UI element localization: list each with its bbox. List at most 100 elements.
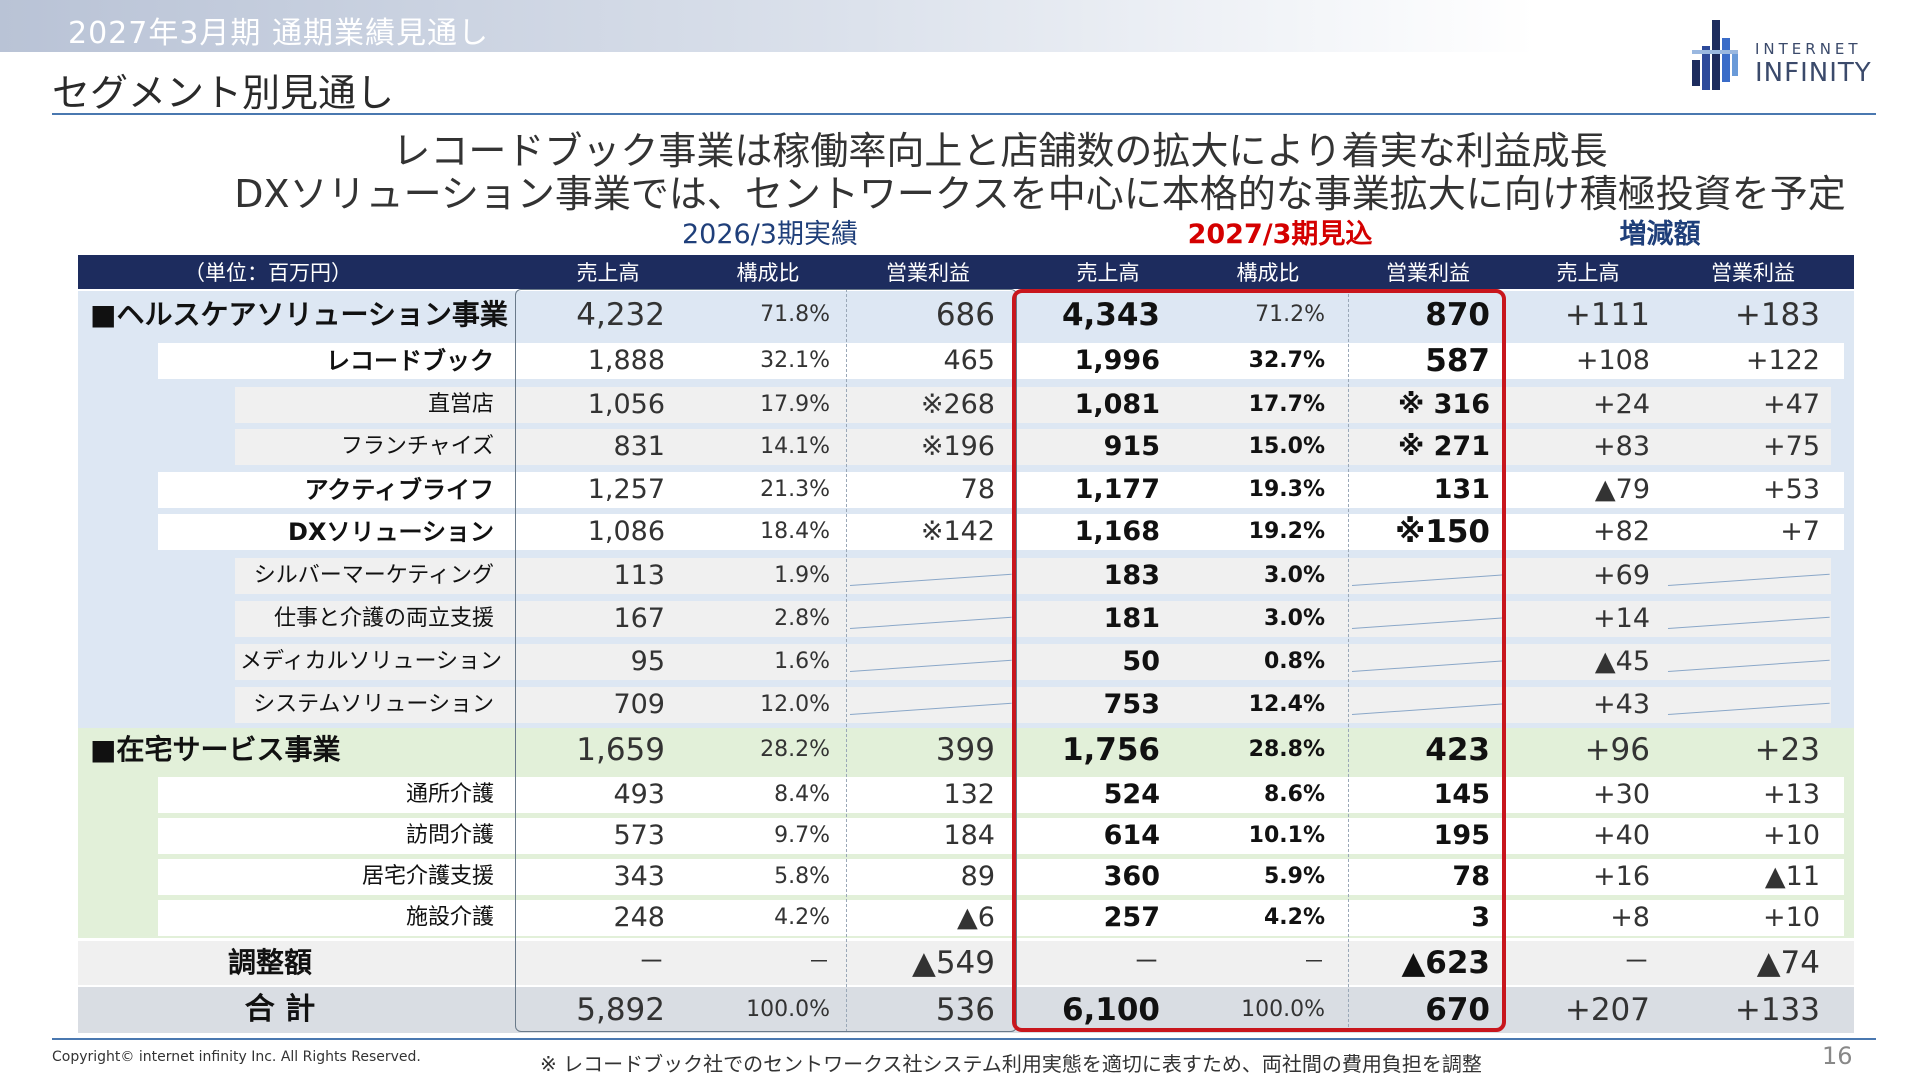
op-actual: 132 bbox=[943, 779, 995, 810]
row-label: 合 計 bbox=[244, 992, 316, 1027]
sales-actual: 1,888 bbox=[587, 345, 665, 376]
ratio-forecast: 32.7% bbox=[1248, 348, 1325, 373]
ratio-forecast: 3.0% bbox=[1263, 563, 1325, 588]
row-label: フランチャイズ bbox=[340, 434, 494, 459]
ratio-actual: 5.8% bbox=[774, 864, 830, 889]
row-bg-active bbox=[158, 472, 1844, 508]
row-label: ■ヘルスケアソリューション事業 bbox=[90, 298, 508, 331]
sales-actual: 95 bbox=[630, 646, 665, 677]
copyright: Copyright© internet infinity Inc. All Ri… bbox=[52, 1049, 421, 1065]
op-forecast: 670 bbox=[1425, 992, 1490, 1028]
sales-forecast: 915 bbox=[1103, 431, 1160, 462]
op-forecast: 195 bbox=[1433, 820, 1490, 851]
sales-forecast: 1,756 bbox=[1061, 732, 1160, 768]
header-op-actual: 営業利益 bbox=[886, 261, 970, 285]
ratio-forecast: 3.0% bbox=[1263, 606, 1325, 631]
column-divider bbox=[1348, 289, 1349, 1032]
sales-forecast: － bbox=[1133, 947, 1160, 978]
row-bg-direct bbox=[235, 387, 1831, 423]
ratio-actual: 2.8% bbox=[774, 606, 830, 631]
sales-actual: 4,232 bbox=[576, 297, 665, 333]
sales-forecast: 181 bbox=[1103, 603, 1160, 634]
row-bg-shigoto bbox=[235, 601, 1831, 637]
sales-forecast: 257 bbox=[1103, 902, 1160, 933]
row-label: システムソリューション bbox=[253, 692, 494, 717]
sales-delta: +8 bbox=[1610, 902, 1650, 933]
forecast-highlight-frame bbox=[1012, 289, 1506, 1032]
total-band bbox=[78, 987, 1854, 1033]
adjustment-band bbox=[78, 941, 1854, 985]
op-forecast: ※ 316 bbox=[1397, 389, 1490, 420]
header-unit: （単位：百万円） bbox=[184, 261, 352, 285]
op-delta: +23 bbox=[1754, 732, 1820, 768]
sales-delta: +111 bbox=[1564, 297, 1650, 333]
page-title: セグメント別見通し bbox=[52, 71, 395, 115]
sales-delta: +96 bbox=[1584, 732, 1650, 768]
sales-delta: +24 bbox=[1593, 389, 1650, 420]
sales-actual: 573 bbox=[613, 820, 665, 851]
ratio-actual: 9.7% bbox=[774, 823, 830, 848]
ratio-forecast: 10.1% bbox=[1248, 823, 1325, 848]
ratio-actual: 1.6% bbox=[774, 649, 830, 674]
row-bg-medical bbox=[235, 644, 1831, 680]
sales-actual: 831 bbox=[613, 431, 665, 462]
sales-forecast: 1,177 bbox=[1074, 474, 1160, 505]
op-delta: ▲11 bbox=[1764, 861, 1820, 892]
op-forecast: 78 bbox=[1452, 861, 1490, 892]
op-actual: 465 bbox=[943, 345, 995, 376]
sales-actual: 493 bbox=[613, 779, 665, 810]
sales-forecast: 753 bbox=[1103, 689, 1160, 720]
ratio-forecast: 100.0% bbox=[1241, 997, 1325, 1022]
ratio-actual: 32.1% bbox=[760, 348, 830, 373]
row-label: 直営店 bbox=[427, 392, 494, 417]
row-label: ■在宅サービス事業 bbox=[90, 733, 341, 766]
row-label: 居宅介護支援 bbox=[361, 864, 494, 889]
ratio-actual: 8.4% bbox=[774, 782, 830, 807]
row-label: 訪問介護 bbox=[405, 823, 494, 848]
header-op-delta: 営業利益 bbox=[1711, 261, 1795, 285]
ratio-forecast: 8.6% bbox=[1263, 782, 1325, 807]
op-forecast: ※150 bbox=[1395, 514, 1490, 550]
ratio-actual: 14.1% bbox=[760, 434, 830, 459]
sales-actual: 248 bbox=[613, 902, 665, 933]
ratio-actual: 1.9% bbox=[774, 563, 830, 588]
op-forecast: 131 bbox=[1433, 474, 1490, 505]
op-actual: 78 bbox=[960, 474, 995, 505]
row-bg-dx bbox=[158, 514, 1844, 550]
sales-actual: 1,659 bbox=[576, 732, 665, 768]
op-delta: +7 bbox=[1780, 516, 1820, 547]
ratio-forecast: 19.2% bbox=[1248, 519, 1325, 544]
op-forecast: 3 bbox=[1471, 902, 1490, 933]
op-delta: +10 bbox=[1763, 820, 1820, 851]
op-delta: +53 bbox=[1763, 474, 1820, 505]
row-label: アクティブライフ bbox=[304, 476, 494, 504]
ratio-actual: － bbox=[807, 950, 830, 975]
group-label-forecast: 2027/3期見込 bbox=[1187, 219, 1373, 250]
sales-delta: +108 bbox=[1575, 345, 1650, 376]
op-actual: ▲549 bbox=[911, 945, 995, 981]
title-divider bbox=[52, 113, 1876, 115]
headline-line-1: レコードブック事業は稼働率向上と店舗数の拡大により着実な利益成長 bbox=[392, 129, 1608, 173]
ratio-forecast: 0.8% bbox=[1263, 649, 1325, 674]
op-actual: 184 bbox=[943, 820, 995, 851]
header-sales-forecast: 売上高 bbox=[1076, 261, 1140, 285]
ratio-actual: 71.8% bbox=[760, 302, 830, 327]
ratio-forecast: 15.0% bbox=[1248, 434, 1325, 459]
op-forecast: 145 bbox=[1433, 779, 1490, 810]
op-delta: +183 bbox=[1734, 297, 1820, 333]
table-header: （単位：百万円） 売上高 構成比 営業利益 売上高 構成比 営業利益 売上高 営… bbox=[78, 255, 1854, 289]
row-label: DXソリューション bbox=[288, 518, 494, 546]
ratio-actual: 100.0% bbox=[746, 997, 830, 1022]
row-bg-franchise bbox=[235, 429, 1831, 465]
op-delta: +122 bbox=[1745, 345, 1820, 376]
ratio-forecast: 12.4% bbox=[1248, 692, 1325, 717]
op-delta: +13 bbox=[1763, 779, 1820, 810]
op-actual: ※268 bbox=[920, 389, 995, 420]
ratio-actual: 18.4% bbox=[760, 519, 830, 544]
sales-delta: +82 bbox=[1593, 516, 1650, 547]
row-bg-kyotaku bbox=[158, 859, 1844, 895]
op-actual: ※196 bbox=[920, 431, 995, 462]
op-delta: ▲74 bbox=[1756, 945, 1820, 981]
header-ratio-actual: 構成比 bbox=[736, 261, 800, 285]
ratio-forecast: 19.3% bbox=[1248, 477, 1325, 502]
